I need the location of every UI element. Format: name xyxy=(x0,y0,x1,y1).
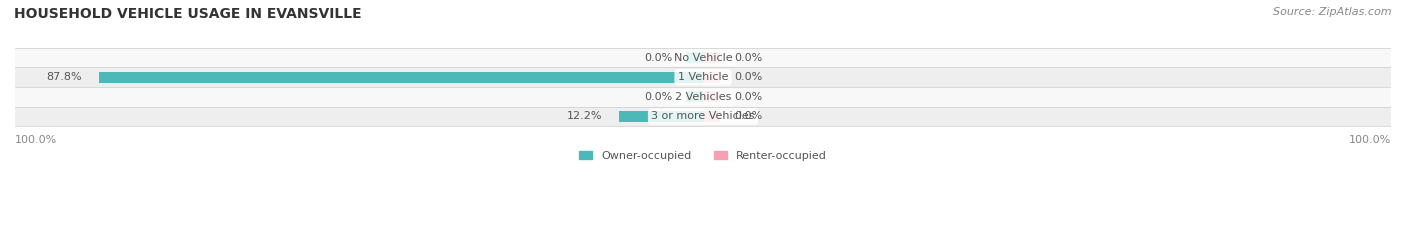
Bar xyxy=(98,72,703,83)
Bar xyxy=(15,68,1391,87)
Text: No Vehicle: No Vehicle xyxy=(673,53,733,63)
Text: 0.0%: 0.0% xyxy=(734,53,762,63)
Bar xyxy=(15,107,1391,126)
Bar xyxy=(686,92,703,102)
Text: 100.0%: 100.0% xyxy=(15,135,58,145)
Text: 0.0%: 0.0% xyxy=(734,92,762,102)
Bar xyxy=(703,72,720,83)
Text: 87.8%: 87.8% xyxy=(46,72,82,82)
Bar xyxy=(703,52,720,63)
Bar xyxy=(619,111,703,122)
Bar xyxy=(686,52,703,63)
Bar xyxy=(703,111,720,122)
Bar xyxy=(15,48,1391,68)
Text: 0.0%: 0.0% xyxy=(734,111,762,121)
Text: HOUSEHOLD VEHICLE USAGE IN EVANSVILLE: HOUSEHOLD VEHICLE USAGE IN EVANSVILLE xyxy=(14,7,361,21)
Bar xyxy=(15,87,1391,107)
Legend: Owner-occupied, Renter-occupied: Owner-occupied, Renter-occupied xyxy=(575,146,831,165)
Text: 0.0%: 0.0% xyxy=(644,53,672,63)
Text: 100.0%: 100.0% xyxy=(1348,135,1391,145)
Text: Source: ZipAtlas.com: Source: ZipAtlas.com xyxy=(1274,7,1392,17)
Text: 2 Vehicles: 2 Vehicles xyxy=(675,92,731,102)
Text: 0.0%: 0.0% xyxy=(644,92,672,102)
Text: 1 Vehicle: 1 Vehicle xyxy=(678,72,728,82)
Text: 0.0%: 0.0% xyxy=(734,72,762,82)
Text: 12.2%: 12.2% xyxy=(567,111,602,121)
Bar xyxy=(703,92,720,102)
Text: 3 or more Vehicles: 3 or more Vehicles xyxy=(651,111,755,121)
